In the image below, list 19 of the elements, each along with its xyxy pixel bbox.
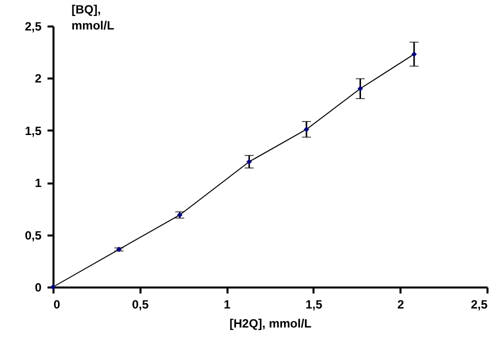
x-tick-label: 2,5 [470, 298, 488, 312]
x-axis-title: [H2Q], mmol/L [229, 316, 312, 330]
point [411, 51, 417, 57]
point [50, 284, 56, 290]
y-tick-label: 0,5 [24, 228, 42, 242]
point [246, 158, 252, 164]
point [304, 126, 310, 132]
y-tick-label: 0 [34, 280, 42, 294]
x-tick-label: 1,5 [306, 298, 323, 312]
y-tick-label: 1 [34, 176, 42, 190]
y-tick-label: 2 [34, 72, 42, 86]
x-tick-label: 0,5 [132, 298, 149, 312]
point [358, 86, 364, 92]
x-tick-label: 2 [397, 298, 404, 312]
x-tick-label: 0 [54, 298, 60, 312]
y-axis-title: [BQ], mmol/L [72, 2, 114, 32]
x-tick-label: 1 [224, 298, 231, 312]
y-tick-label: 1,5 [24, 124, 42, 138]
y-tick-label: 2,5 [24, 20, 42, 34]
